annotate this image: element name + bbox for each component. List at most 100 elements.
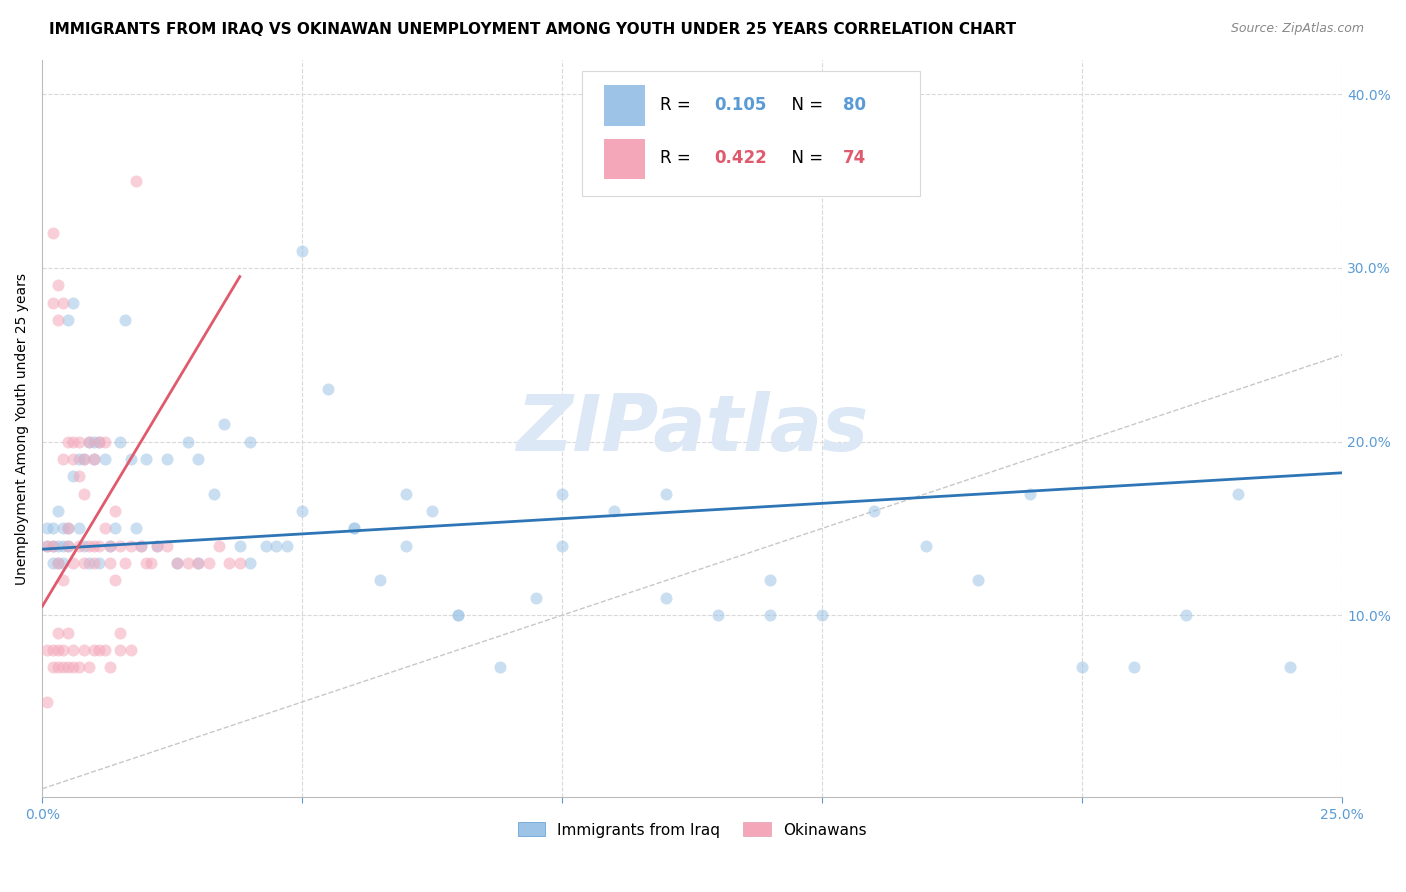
- Point: [1279, 660, 1302, 674]
- Point: [264, 539, 287, 553]
- Point: [83, 556, 105, 570]
- Point: [93, 643, 115, 657]
- Point: [46, 313, 69, 327]
- Point: [141, 556, 163, 570]
- Point: [73, 643, 96, 657]
- Point: [135, 451, 157, 466]
- Point: [52, 556, 75, 570]
- Y-axis label: Unemployment Among Youth under 25 years: Unemployment Among Youth under 25 years: [15, 273, 30, 584]
- Point: [187, 556, 209, 570]
- Point: [291, 244, 314, 258]
- Point: [58, 625, 80, 640]
- Point: [120, 643, 142, 657]
- Point: [58, 521, 80, 535]
- Point: [166, 556, 188, 570]
- Point: [145, 539, 167, 553]
- Point: [73, 539, 96, 553]
- Point: [208, 539, 231, 553]
- Point: [62, 643, 84, 657]
- Point: [603, 504, 626, 518]
- Point: [104, 521, 127, 535]
- Point: [77, 660, 100, 674]
- Point: [98, 539, 121, 553]
- Text: Source: ZipAtlas.com: Source: ZipAtlas.com: [1230, 22, 1364, 36]
- Point: [212, 417, 235, 432]
- Point: [67, 539, 90, 553]
- Point: [83, 539, 105, 553]
- Point: [46, 625, 69, 640]
- Point: [120, 451, 142, 466]
- Point: [108, 625, 131, 640]
- Point: [52, 521, 75, 535]
- Point: [52, 660, 75, 674]
- Point: [108, 539, 131, 553]
- Point: [395, 486, 418, 500]
- Text: R =: R =: [659, 96, 696, 114]
- Point: [254, 539, 277, 553]
- Point: [125, 174, 148, 188]
- Point: [239, 556, 262, 570]
- Point: [229, 539, 252, 553]
- Point: [343, 521, 366, 535]
- Point: [1123, 660, 1146, 674]
- Point: [62, 434, 84, 449]
- Point: [187, 451, 209, 466]
- Point: [524, 591, 547, 605]
- Point: [120, 539, 142, 553]
- Text: R =: R =: [659, 150, 696, 168]
- Point: [41, 539, 63, 553]
- Point: [343, 521, 366, 535]
- Point: [77, 434, 100, 449]
- Text: 0.105: 0.105: [714, 96, 766, 114]
- Point: [41, 643, 63, 657]
- Point: [89, 539, 111, 553]
- Point: [37, 695, 59, 709]
- Point: [1175, 608, 1198, 623]
- Point: [551, 486, 574, 500]
- Point: [89, 556, 111, 570]
- Point: [488, 660, 510, 674]
- Point: [58, 313, 80, 327]
- Point: [114, 556, 136, 570]
- Point: [62, 295, 84, 310]
- Point: [316, 383, 339, 397]
- Point: [58, 434, 80, 449]
- Legend: Immigrants from Iraq, Okinawans: Immigrants from Iraq, Okinawans: [510, 814, 875, 845]
- Text: 74: 74: [844, 150, 866, 168]
- Point: [83, 451, 105, 466]
- Text: ZIPatlas: ZIPatlas: [516, 391, 869, 467]
- Point: [239, 434, 262, 449]
- Point: [93, 521, 115, 535]
- Text: N =: N =: [780, 96, 828, 114]
- Point: [37, 539, 59, 553]
- Point: [46, 556, 69, 570]
- Point: [202, 486, 225, 500]
- Point: [37, 643, 59, 657]
- Point: [145, 539, 167, 553]
- Point: [83, 434, 105, 449]
- Point: [759, 574, 782, 588]
- Point: [52, 574, 75, 588]
- Point: [58, 539, 80, 553]
- Point: [291, 504, 314, 518]
- Point: [1227, 486, 1250, 500]
- Point: [46, 660, 69, 674]
- Point: [41, 226, 63, 240]
- Point: [655, 486, 678, 500]
- Point: [77, 434, 100, 449]
- FancyBboxPatch shape: [582, 70, 920, 196]
- Point: [83, 451, 105, 466]
- Point: [89, 434, 111, 449]
- Point: [67, 434, 90, 449]
- Point: [67, 660, 90, 674]
- Point: [46, 278, 69, 293]
- Point: [93, 451, 115, 466]
- Point: [98, 539, 121, 553]
- Point: [58, 521, 80, 535]
- Point: [108, 643, 131, 657]
- Point: [41, 660, 63, 674]
- Point: [73, 486, 96, 500]
- Point: [156, 451, 179, 466]
- Point: [98, 660, 121, 674]
- Point: [1071, 660, 1094, 674]
